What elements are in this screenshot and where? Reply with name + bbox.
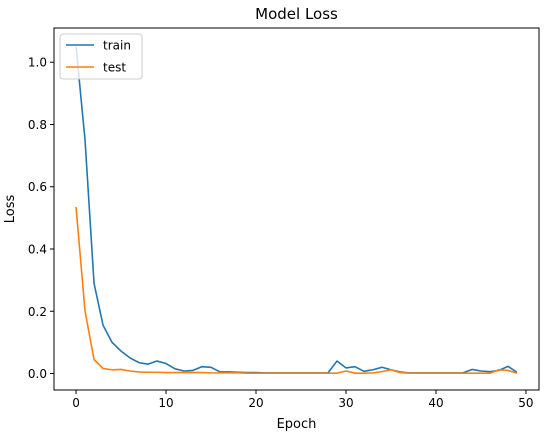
y-tick-label: 0.6 [28,180,47,194]
x-axis: 0 10 20 30 40 50 [72,390,534,410]
y-tick-label: 0.8 [28,118,47,132]
x-tick-label: 20 [248,396,263,410]
y-tick-label: 0.2 [28,305,47,319]
y-tick-label: 1.0 [28,56,47,70]
plot-area [75,46,518,374]
x-tick-label: 30 [338,396,353,410]
y-axis-label: Loss [3,195,18,224]
legend-label-test: test [103,61,126,75]
series-line-train [75,46,518,374]
x-axis-label: Epoch [277,417,317,432]
legend-label-train: train [103,39,131,53]
x-tick-label: 50 [518,396,533,410]
x-tick-label: 40 [428,396,443,410]
y-tick-label: 0.4 [28,242,47,256]
x-tick-label: 0 [72,396,80,410]
series-line-test [75,206,518,374]
legend: train test [59,33,143,80]
chart-title: Model Loss [255,5,338,23]
plot-frame [53,27,540,391]
y-tick-label: 0.0 [28,367,47,381]
y-axis: 0.0 0.2 0.4 0.6 0.8 1.0 [28,56,54,381]
x-tick-label: 10 [158,396,173,410]
